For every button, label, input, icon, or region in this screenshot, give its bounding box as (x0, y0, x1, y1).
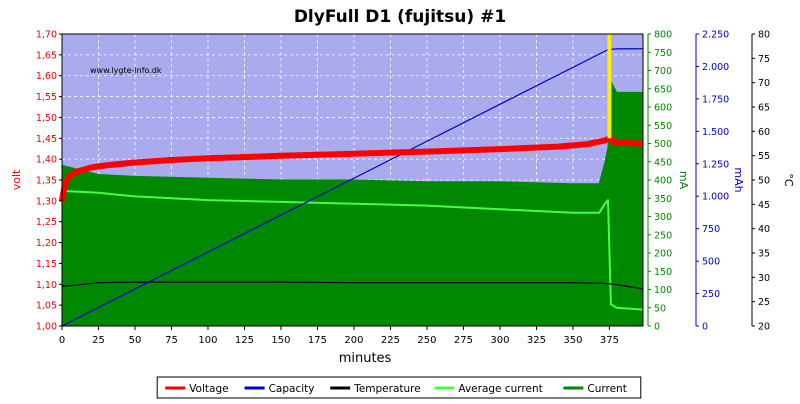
mah-tick-label: 1.250 (702, 159, 729, 170)
x-tick-label: 225 (381, 335, 400, 346)
legend-label: Current (587, 383, 626, 395)
ma-tick-label: 650 (654, 84, 672, 95)
temp-tick-label: 35 (758, 249, 770, 260)
ma-tick-label: 300 (654, 212, 672, 223)
temp-tick-label: 60 (758, 127, 770, 138)
volt-tick-label: 1,30 (36, 196, 57, 207)
temp-axis-label: °C (782, 173, 795, 187)
volt-tick-label: 1,10 (36, 280, 57, 291)
mah-tick-label: 1.750 (702, 94, 729, 105)
legend: Voltage Capacity Temperature Average curren… (156, 376, 642, 399)
temp-tick-label: 30 (758, 273, 770, 284)
volt-tick-label: 1,55 (36, 92, 57, 103)
x-tick-label: 375 (600, 335, 619, 346)
series-temperature (61, 281, 644, 290)
ma-tick-label: 200 (654, 249, 672, 260)
x-tick-label: 250 (417, 335, 436, 346)
ma-tick-label: 350 (654, 194, 672, 205)
x-tick-label: 25 (92, 335, 105, 346)
volt-tick-label: 1,25 (36, 217, 57, 228)
temp-tick-label: 65 (758, 103, 770, 114)
series-voltage (59, 134, 644, 202)
x-tick-label: 0 (59, 335, 65, 346)
temp-tick-label: 45 (758, 200, 770, 211)
x-tick-label: 300 (490, 335, 509, 346)
volt-tick-label: 1,40 (36, 155, 57, 166)
ma-tick-label: 500 (654, 139, 672, 150)
ma-tick-label: 550 (654, 121, 672, 132)
x-tick-label: 75 (165, 335, 178, 346)
series-capacity (61, 48, 644, 327)
mah-tick-label: 500 (702, 257, 720, 268)
legend-label: Temperature (353, 383, 421, 395)
volt-tick-label: 1,15 (36, 259, 57, 270)
volt-tick-label: 1,65 (36, 50, 57, 61)
volt-tick-label: 1,05 (36, 301, 57, 312)
x-tick-label: 150 (271, 335, 290, 346)
temp-tick-label: 40 (758, 224, 770, 235)
volt-tick-label: 1,60 (36, 71, 57, 82)
mah-tick-label: 0 (702, 322, 708, 333)
volt-tick-label: 1,45 (36, 134, 57, 145)
watermark: www.lygte-info.dk (90, 66, 162, 75)
mah-tick-label: 2.250 (702, 30, 729, 41)
series-average-current (61, 189, 644, 311)
ma-tick-label: 100 (654, 285, 672, 296)
volt-axis-label: volt (10, 169, 23, 190)
ma-tick-label: 400 (654, 176, 672, 187)
mah-tick-label: 1.500 (702, 127, 729, 138)
x-tick-label: 275 (454, 335, 473, 346)
mah-tick-label: 250 (702, 289, 720, 300)
x-tick-label: 325 (527, 335, 546, 346)
ma-tick-label: 50 (654, 303, 666, 314)
ma-tick-label: 750 (654, 48, 672, 59)
temp-tick-label: 55 (758, 151, 770, 162)
x-tick-label: 175 (308, 335, 327, 346)
x-tick-label: 50 (129, 335, 142, 346)
legend-label: Average current (458, 383, 542, 395)
ma-tick-label: 250 (654, 230, 672, 241)
x-tick-label: 125 (235, 335, 254, 346)
x-axis-label: minutes (339, 351, 392, 366)
ma-tick-label: 800 (654, 30, 672, 41)
temp-tick-label: 75 (758, 54, 770, 65)
ma-axis-label: mA (677, 171, 690, 190)
legend-label: Voltage (189, 383, 228, 395)
temp-tick-label: 25 (758, 297, 770, 308)
volt-tick-label: 1,35 (36, 176, 57, 187)
temp-tick-label: 20 (758, 322, 770, 333)
ma-tick-label: 150 (654, 267, 672, 278)
volt-tick-label: 1,70 (36, 30, 57, 41)
mah-tick-label: 750 (702, 224, 720, 235)
x-tick-label: 350 (563, 335, 582, 346)
mah-axis-label: mAh (732, 167, 745, 192)
legend-box (156, 376, 642, 399)
x-tick-label: 100 (198, 335, 217, 346)
volt-tick-label: 1,20 (36, 238, 57, 249)
ma-tick-label: 450 (654, 157, 672, 168)
mah-tick-label: 1.000 (702, 192, 729, 203)
ma-tick-label: 700 (654, 66, 672, 77)
mah-tick-label: 2.000 (702, 62, 729, 73)
volt-tick-label: 1,50 (36, 113, 57, 124)
temp-tick-label: 70 (758, 78, 770, 89)
ma-tick-label: 600 (654, 103, 672, 114)
x-tick-label: 200 (344, 335, 363, 346)
legend-label: Capacity (269, 383, 315, 395)
temp-tick-label: 50 (758, 176, 770, 187)
temp-tick-label: 80 (758, 30, 770, 41)
ma-tick-label: 0 (654, 322, 660, 333)
chart-title: DlyFull D1 (fujitsu) #1 (294, 7, 506, 27)
volt-tick-label: 1,00 (36, 322, 57, 333)
